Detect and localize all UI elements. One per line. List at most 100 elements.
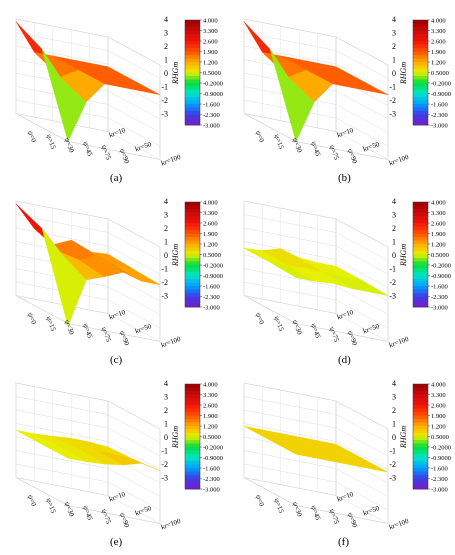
x-tick-label: ψ=0 — [26, 129, 38, 143]
colorbar-tick-label: -1.600 — [203, 102, 220, 109]
x-tick-label: ψ=30 — [63, 501, 76, 519]
z-tick-label: 4 — [164, 379, 168, 388]
colorbar-segment — [413, 55, 428, 59]
colorbar-tick-label: 1.200 — [431, 60, 446, 67]
colorbar-segment — [413, 440, 428, 444]
colorbar-segment — [413, 27, 428, 31]
colorbar-segment — [413, 202, 428, 206]
colorbar-label: RHGm — [171, 62, 180, 85]
z-tick-label: 2 — [392, 42, 396, 51]
colorbar-segment — [185, 401, 200, 406]
colorbar-segment — [185, 121, 200, 126]
colorbar-segment — [185, 79, 200, 84]
colorbar-segment — [185, 90, 200, 94]
z-tick-label: 3 — [392, 211, 396, 220]
z-gridline — [15, 200, 161, 248]
colorbar-segment — [413, 282, 428, 287]
z-tick-label: 2 — [164, 42, 168, 51]
z-tick-label: 1 — [164, 238, 168, 247]
colorbar-segment — [413, 58, 428, 63]
x-tick-label: ψ=45 — [309, 322, 322, 340]
colorbar-segment — [185, 86, 200, 91]
colorbar-segment — [413, 471, 428, 476]
z-tick-label: 1 — [164, 420, 168, 429]
colorbar-segment — [413, 461, 428, 465]
x-tick-label: ψ=75 — [100, 326, 113, 344]
x-tick-label: ψ=45 — [309, 504, 322, 522]
colorbar-segment — [185, 254, 200, 259]
colorbar-tick-label: 4.000 — [431, 382, 446, 389]
colorbar-segment — [413, 121, 428, 126]
colorbar-segment — [413, 401, 428, 406]
colorbar-segment — [413, 279, 428, 283]
panel-label-a: (a) — [110, 172, 123, 184]
y-tick-label: kr=100 — [388, 153, 410, 168]
y-tick-label: kr=10 — [108, 126, 127, 139]
z-tick-label: 2 — [392, 224, 396, 233]
z-tick-label: 4 — [392, 15, 396, 24]
colorbar-tick-label: -1.600 — [203, 466, 220, 473]
x-tick-label: ψ=75 — [328, 144, 341, 162]
colorbar-segment — [185, 216, 200, 220]
colorbar-tick-label: -1.600 — [431, 466, 448, 473]
colorbar-segment — [185, 429, 200, 434]
x-tick-label: ψ=30 — [291, 501, 304, 519]
colorbar-segment — [185, 244, 200, 248]
colorbar-segment — [413, 408, 428, 413]
z-gridline — [15, 382, 161, 430]
colorbar-label: RHGm — [399, 244, 408, 267]
colorbar-segment — [185, 104, 200, 108]
colorbar-segment — [413, 86, 428, 91]
colorbar-segment — [413, 384, 428, 388]
colorbar-segment — [185, 114, 200, 119]
colorbar-segment — [185, 394, 200, 399]
panel-label-b: (b) — [338, 172, 351, 184]
colorbar-segment — [413, 118, 428, 122]
colorbar-segment — [413, 104, 428, 108]
colorbar-tick-label: -0.9000 — [203, 273, 223, 280]
x-tick-label: ψ=75 — [100, 144, 113, 162]
colorbar-segment — [185, 223, 200, 227]
colorbar-segment — [185, 233, 200, 238]
colorbar-tick-label: 4.000 — [431, 200, 446, 207]
colorbar-tick-label: 0.5000 — [203, 70, 221, 77]
colorbar-tick-label: -1.600 — [203, 284, 220, 291]
colorbar-tick-label: -0.9000 — [431, 273, 451, 280]
colorbar-segment — [185, 205, 200, 210]
colorbar-segment — [413, 419, 428, 423]
x-tick-label: ψ=45 — [309, 140, 322, 158]
colorbar-segment — [185, 247, 200, 252]
z-tick-label: 1 — [392, 238, 396, 247]
colorbar-segment — [185, 100, 200, 105]
colorbar-tick-label: -3.000 — [203, 487, 220, 494]
z-tick-label: -3 — [161, 110, 168, 119]
y-tick-label: kr=100 — [388, 517, 410, 532]
colorbar-tick-label: -3.000 — [203, 305, 220, 312]
z-tick-label: -1 — [161, 265, 168, 274]
colorbar-tick-label: 3.300 — [431, 210, 446, 217]
colorbar-segment — [413, 114, 428, 119]
colorbar-tick-label: -2.300 — [203, 112, 220, 119]
side-wall — [335, 36, 389, 160]
colorbar-segment — [185, 408, 200, 413]
z-tick-label: -1 — [389, 447, 396, 456]
colorbar-segment — [185, 482, 200, 486]
surface-patch — [115, 265, 161, 285]
colorbar-tick-label: 0.5000 — [203, 434, 221, 441]
z-tick-label: 3 — [164, 211, 168, 220]
z-tick-label: 0 — [392, 69, 396, 78]
colorbar-segment — [185, 391, 200, 395]
colorbar-segment — [413, 258, 428, 262]
colorbar-segment — [185, 111, 200, 115]
z-tick-label: 0 — [164, 251, 168, 260]
colorbar-segment — [185, 268, 200, 273]
colorbar-segment — [413, 293, 428, 297]
x-tick-label: ψ=30 — [291, 137, 304, 155]
x-tick-label: ψ=0 — [26, 493, 38, 507]
y-tick-label: kr=10 — [336, 490, 355, 503]
colorbar-segment — [413, 482, 428, 486]
colorbar-tick-label: 2.600 — [431, 403, 446, 410]
colorbar-tick-label: 1.200 — [203, 242, 218, 249]
colorbar-segment — [413, 41, 428, 45]
